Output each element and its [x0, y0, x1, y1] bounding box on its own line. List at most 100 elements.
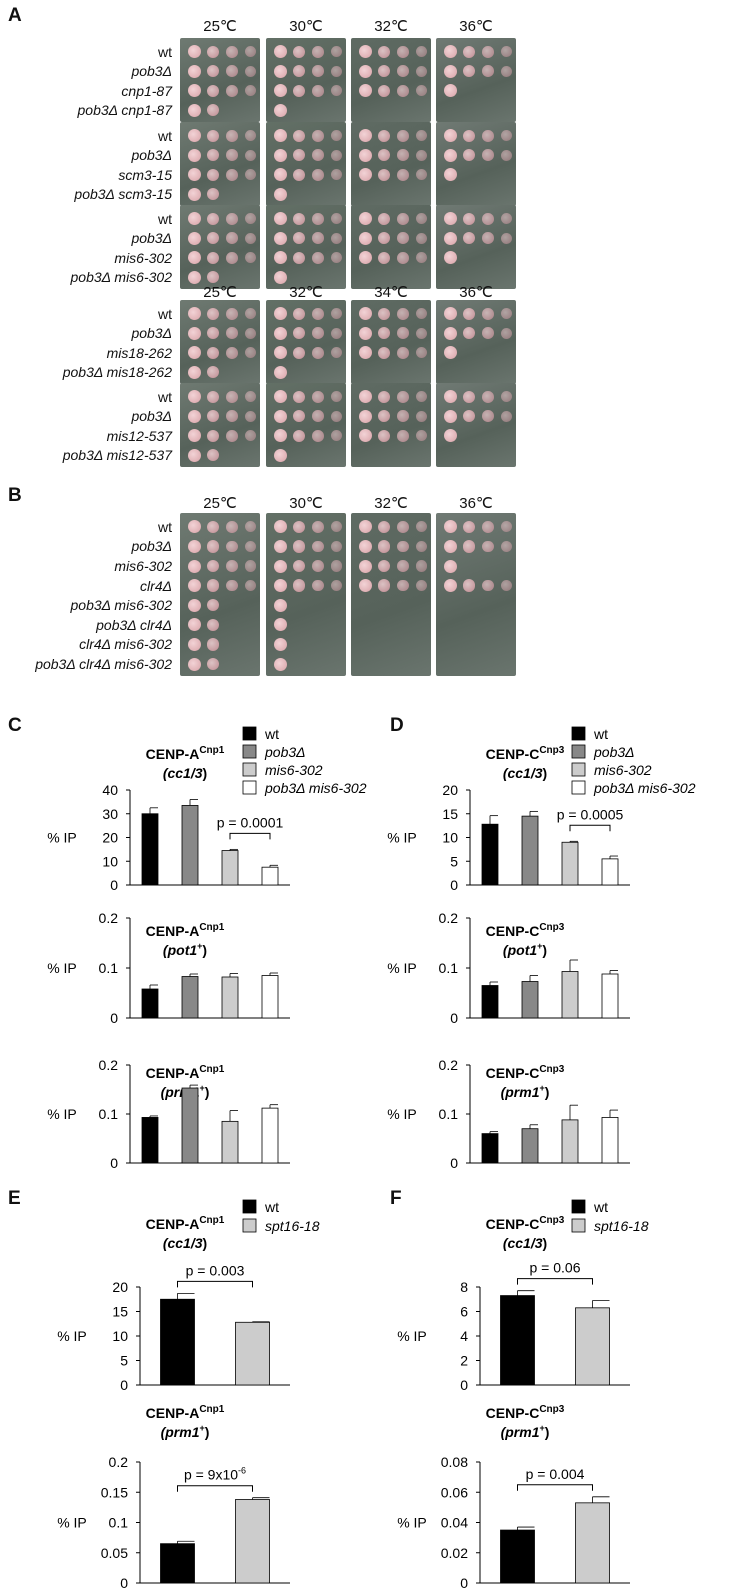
y-tick-label: 0.08	[441, 1454, 468, 1470]
yeast-colony-spot	[331, 391, 343, 403]
yeast-colony-spot	[274, 187, 287, 201]
y-tick-label: 0	[110, 1010, 118, 1026]
yeast-colony-spot	[226, 65, 238, 78]
yeast-colony-spot	[188, 559, 201, 573]
plate-temperature-label: 34℃	[374, 284, 408, 301]
chart-locus-label: (pot1+)	[503, 941, 547, 958]
legend-c-label: pob3Δ	[264, 744, 306, 760]
bar-pob3-mis6-302	[261, 866, 279, 886]
legend-d-label: pob3Δ mis6-302	[593, 780, 696, 796]
bar-wt	[160, 1298, 195, 1386]
yeast-colony-spot	[293, 65, 306, 78]
yeast-colony-spot	[245, 252, 257, 264]
significance-bracket	[569, 824, 611, 832]
y-tick-label: 0	[450, 1155, 458, 1171]
yeast-colony-spot	[245, 213, 257, 225]
y-tick-label: 30	[102, 806, 118, 822]
yeast-colony-spot	[207, 65, 220, 78]
bar-pob3-mis6-302	[601, 1117, 619, 1164]
y-tick-label: 0.04	[441, 1515, 468, 1531]
yeast-colony-spot	[293, 84, 306, 97]
y-axis-label: % IP	[387, 1106, 417, 1122]
yeast-colony-spot	[245, 46, 257, 58]
yeast-colony-spot	[226, 149, 238, 162]
yeast-colony-spot	[463, 410, 476, 423]
legend-d-label: wt	[593, 726, 608, 742]
y-tick-label: 0	[110, 1155, 118, 1171]
chart-title: CENP-ACnp1	[146, 1404, 225, 1421]
yeast-colony-spot	[226, 232, 238, 245]
yeast-colony-spot	[188, 129, 201, 143]
yeast-colony-spot	[207, 129, 220, 142]
yeast-colony-spot	[444, 346, 457, 360]
yeast-colony-spot	[463, 212, 476, 225]
yeast-colony-spot	[378, 346, 391, 359]
yeast-colony-spot	[274, 326, 287, 340]
yeast-colony-spot	[226, 540, 238, 553]
yeast-colony-spot	[482, 390, 494, 403]
yeast-colony-spot	[482, 327, 494, 340]
chart-title: CENP-CCnp3	[486, 1215, 565, 1232]
legend-d-swatch	[571, 744, 586, 759]
yeast-colony-spot	[226, 390, 238, 403]
yeast-colony-spot	[245, 540, 257, 552]
legend-e-label: wt	[264, 1199, 279, 1215]
yeast-colony-spot	[444, 539, 457, 553]
bar-mis6-302	[221, 850, 239, 886]
y-tick-label: 0.2	[109, 1454, 129, 1470]
yeast-colony-spot	[188, 365, 201, 379]
yeast-colony-spot	[463, 65, 476, 78]
yeast-colony-spot	[482, 45, 494, 58]
bar-spt16-18	[235, 1499, 270, 1584]
yeast-colony-spot	[274, 148, 287, 162]
bar-mis6-302	[221, 1120, 239, 1164]
yeast-colony-spot	[397, 410, 409, 423]
yeast-colony-spot	[207, 618, 220, 631]
chart-title: CENP-CCnp3	[486, 1064, 565, 1081]
yeast-colony-spot	[444, 390, 457, 404]
strain-label: scm3-15	[118, 166, 172, 183]
strain-label: pob3Δ	[131, 538, 172, 555]
legend-c-swatch	[242, 762, 257, 777]
yeast-colony-spot	[312, 45, 324, 58]
yeast-colony-spot	[245, 521, 257, 533]
yeast-colony-spot	[397, 251, 409, 264]
yeast-colony-spot	[359, 231, 372, 245]
yeast-colony-spot	[359, 148, 372, 162]
y-tick-label: 15	[112, 1304, 128, 1320]
p-value-label: p = 0.06	[530, 1260, 581, 1276]
yeast-colony-spot	[444, 409, 457, 423]
yeast-colony-spot	[274, 307, 287, 321]
strain-label: clr4Δ mis6-302	[79, 636, 172, 653]
p-value-label: p = 9x10-6	[184, 1466, 246, 1483]
yeast-colony-spot	[274, 346, 287, 360]
legend-e-swatch	[242, 1199, 257, 1214]
yeast-colony-spot	[226, 307, 238, 320]
yeast-colony-spot	[207, 449, 220, 462]
panel-letter-c: C	[8, 715, 22, 736]
legend-f-swatch	[571, 1218, 586, 1233]
yeast-colony-spot	[463, 307, 476, 320]
bar-mis6-302	[561, 1119, 579, 1164]
yeast-colony-spot	[245, 149, 257, 161]
yeast-colony-spot	[245, 327, 257, 339]
yeast-colony-spot	[293, 149, 306, 162]
yeast-colony-spot	[378, 45, 391, 58]
yeast-colony-spot	[463, 579, 476, 592]
yeast-colony-spot	[359, 168, 372, 182]
yeast-colony-spot	[274, 390, 287, 404]
yeast-colony-spot	[226, 429, 238, 442]
yeast-colony-spot	[482, 149, 494, 162]
yeast-colony-spot	[293, 212, 306, 225]
yeast-colony-spot	[274, 618, 287, 632]
y-tick-label: 0.02	[441, 1545, 468, 1561]
yeast-colony-spot	[188, 520, 201, 534]
yeast-colony-spot	[331, 308, 343, 320]
chart-title: CENP-CCnp3	[486, 922, 565, 939]
yeast-colony-spot	[501, 46, 513, 58]
yeast-colony-spot	[274, 129, 287, 143]
yeast-colony-spot	[312, 327, 324, 340]
bar-wt	[500, 1529, 535, 1584]
yeast-colony-spot	[331, 580, 343, 592]
plate-temperature-label: 36℃	[459, 18, 493, 35]
